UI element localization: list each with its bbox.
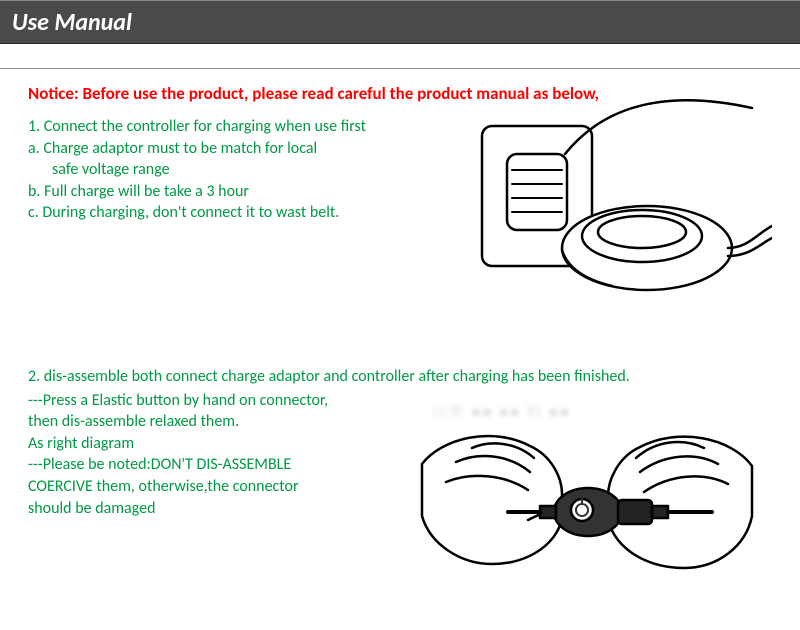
step-1a-cont: safe voltage range bbox=[28, 159, 418, 181]
section-2-body: ---Press a Elastic button by hand on con… bbox=[28, 390, 368, 520]
step-2-l5: COERCIVE them, otherwise,the connector bbox=[28, 476, 368, 498]
step-2-intro: 2. dis-assemble both connect charge adap… bbox=[28, 366, 772, 388]
step-2-l3: As right diagram bbox=[28, 433, 368, 455]
step-2-l1: ---Press a Elastic button by hand on con… bbox=[28, 390, 368, 412]
page-title: Use Manual bbox=[12, 8, 132, 37]
step-2-l6: should be damaged bbox=[28, 498, 368, 520]
section-1-text: 1. Connect the controller for charging w… bbox=[28, 116, 418, 224]
divider-line bbox=[0, 68, 800, 69]
notice-label: Notice: bbox=[28, 83, 79, 104]
hands-illustration-icon bbox=[412, 388, 762, 588]
section-1: 1. Connect the controller for charging w… bbox=[28, 116, 772, 316]
step-1c: c. During charging, don't connect it to … bbox=[28, 202, 418, 224]
step-1b: b. Full charge will be take a 3 hour bbox=[28, 181, 418, 203]
step-2-l4: ---Please be noted:DON'T DIS-ASSEMBLE bbox=[28, 454, 368, 476]
header-bar: Use Manual bbox=[0, 0, 800, 44]
step-1a-head: a. Charge adaptor must to be match for l… bbox=[28, 138, 418, 160]
step-1: 1. Connect the controller for charging w… bbox=[28, 116, 418, 138]
section-2: 2. dis-assemble both connect charge adap… bbox=[28, 366, 772, 586]
content-area: Notice: Before use the product, please r… bbox=[0, 83, 800, 586]
charger-illustration-icon bbox=[452, 98, 772, 308]
step-2-l2: then dis-assemble relaxed them. bbox=[28, 411, 368, 433]
